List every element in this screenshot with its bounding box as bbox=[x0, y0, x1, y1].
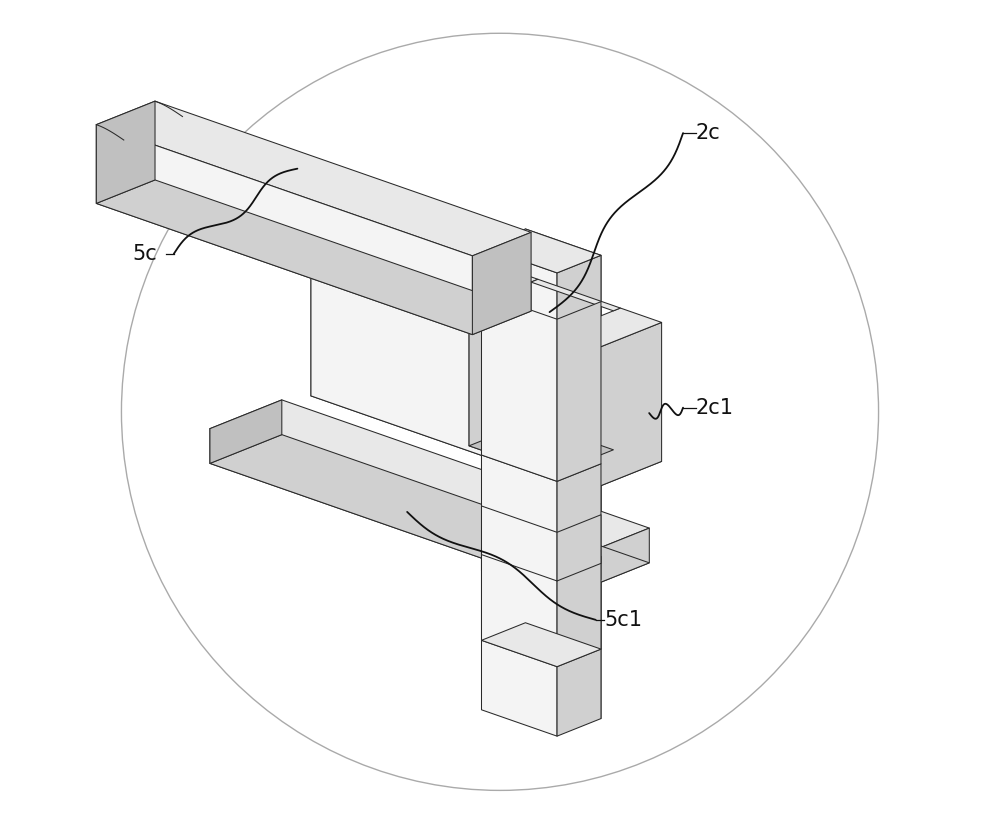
Polygon shape bbox=[311, 226, 538, 310]
Polygon shape bbox=[472, 232, 531, 334]
Polygon shape bbox=[469, 307, 552, 474]
Polygon shape bbox=[481, 622, 601, 666]
Polygon shape bbox=[311, 257, 586, 492]
Polygon shape bbox=[96, 125, 472, 334]
Polygon shape bbox=[210, 400, 282, 463]
Polygon shape bbox=[462, 307, 552, 339]
Polygon shape bbox=[557, 302, 601, 482]
Polygon shape bbox=[577, 528, 649, 592]
Polygon shape bbox=[481, 547, 557, 666]
Polygon shape bbox=[586, 323, 662, 492]
Polygon shape bbox=[210, 434, 649, 592]
Polygon shape bbox=[557, 255, 601, 736]
Polygon shape bbox=[96, 180, 531, 334]
Text: 5c1: 5c1 bbox=[604, 610, 642, 630]
Polygon shape bbox=[311, 226, 387, 396]
Text: 2c: 2c bbox=[696, 123, 720, 143]
Polygon shape bbox=[557, 557, 601, 666]
Polygon shape bbox=[481, 246, 557, 736]
Text: 5c: 5c bbox=[132, 244, 157, 264]
Polygon shape bbox=[481, 229, 601, 273]
Polygon shape bbox=[96, 102, 155, 203]
Polygon shape bbox=[557, 463, 601, 597]
Polygon shape bbox=[210, 400, 649, 557]
Polygon shape bbox=[525, 229, 601, 719]
Polygon shape bbox=[311, 365, 662, 492]
Polygon shape bbox=[545, 308, 662, 353]
Polygon shape bbox=[469, 282, 531, 446]
Polygon shape bbox=[481, 293, 557, 482]
Polygon shape bbox=[557, 515, 601, 581]
Polygon shape bbox=[481, 506, 557, 581]
Polygon shape bbox=[481, 455, 557, 597]
Polygon shape bbox=[96, 102, 531, 256]
Polygon shape bbox=[210, 428, 577, 592]
Polygon shape bbox=[469, 421, 613, 474]
Text: 2c1: 2c1 bbox=[696, 398, 734, 418]
Polygon shape bbox=[531, 280, 620, 311]
